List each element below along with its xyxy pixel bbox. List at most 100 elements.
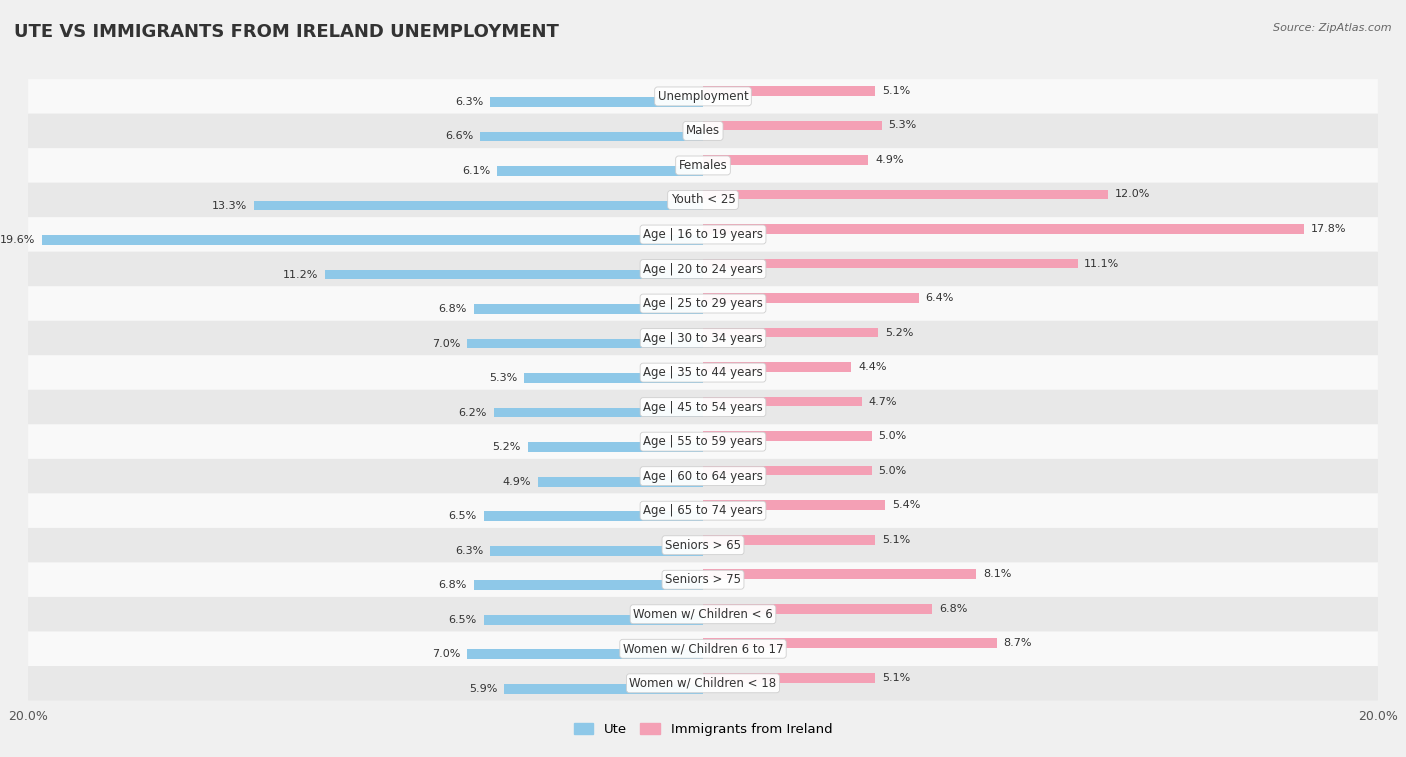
Text: Age | 20 to 24 years: Age | 20 to 24 years [643, 263, 763, 276]
Text: 6.6%: 6.6% [446, 132, 474, 142]
Text: 4.7%: 4.7% [869, 397, 897, 407]
Text: Age | 25 to 29 years: Age | 25 to 29 years [643, 297, 763, 310]
Bar [703, 500, 886, 510]
Text: Age | 55 to 59 years: Age | 55 to 59 years [643, 435, 763, 448]
Text: 5.1%: 5.1% [882, 86, 910, 96]
Text: 5.1%: 5.1% [882, 673, 910, 683]
Legend: Ute, Immigrants from Ireland: Ute, Immigrants from Ireland [568, 718, 838, 741]
Text: 6.5%: 6.5% [449, 615, 477, 625]
Text: 4.4%: 4.4% [858, 362, 887, 372]
Bar [474, 304, 703, 314]
Text: Unemployment: Unemployment [658, 90, 748, 103]
Text: 11.2%: 11.2% [283, 269, 318, 279]
Text: 13.3%: 13.3% [212, 201, 247, 210]
FancyBboxPatch shape [28, 631, 1378, 666]
Text: 6.8%: 6.8% [439, 581, 467, 590]
Bar [503, 684, 703, 693]
Bar [527, 442, 703, 452]
Text: Seniors > 65: Seniors > 65 [665, 539, 741, 552]
Text: 12.0%: 12.0% [1115, 189, 1150, 199]
Bar [474, 581, 703, 590]
FancyBboxPatch shape [28, 666, 1378, 700]
Bar [703, 120, 882, 130]
Bar [254, 201, 703, 210]
Bar [703, 638, 997, 648]
FancyBboxPatch shape [28, 79, 1378, 114]
Bar [467, 339, 703, 348]
Text: 4.9%: 4.9% [502, 477, 531, 487]
Bar [537, 477, 703, 487]
Text: 5.4%: 5.4% [891, 500, 921, 510]
Text: 6.4%: 6.4% [925, 293, 955, 303]
FancyBboxPatch shape [28, 528, 1378, 562]
Bar [42, 235, 703, 245]
Text: 6.1%: 6.1% [463, 166, 491, 176]
Text: 17.8%: 17.8% [1310, 224, 1346, 234]
Bar [498, 166, 703, 176]
Text: Age | 35 to 44 years: Age | 35 to 44 years [643, 366, 763, 379]
Text: 6.8%: 6.8% [439, 304, 467, 314]
Text: Age | 65 to 74 years: Age | 65 to 74 years [643, 504, 763, 517]
FancyBboxPatch shape [28, 217, 1378, 252]
Bar [524, 373, 703, 383]
Text: Age | 16 to 19 years: Age | 16 to 19 years [643, 228, 763, 241]
FancyBboxPatch shape [28, 182, 1378, 217]
Text: 5.9%: 5.9% [468, 684, 498, 694]
Text: Youth < 25: Youth < 25 [671, 194, 735, 207]
Bar [703, 189, 1108, 199]
Text: 7.0%: 7.0% [432, 650, 460, 659]
Bar [703, 535, 875, 544]
FancyBboxPatch shape [28, 321, 1378, 355]
Bar [484, 512, 703, 521]
Bar [703, 397, 862, 407]
FancyBboxPatch shape [28, 286, 1378, 321]
Text: 5.3%: 5.3% [889, 120, 917, 130]
Text: Age | 30 to 34 years: Age | 30 to 34 years [643, 332, 763, 344]
Bar [703, 259, 1077, 268]
Bar [484, 615, 703, 625]
Text: 6.8%: 6.8% [939, 604, 967, 614]
Text: 11.1%: 11.1% [1084, 258, 1119, 269]
FancyBboxPatch shape [28, 459, 1378, 494]
Text: 5.2%: 5.2% [492, 442, 520, 452]
Bar [703, 86, 875, 95]
FancyBboxPatch shape [28, 114, 1378, 148]
Bar [494, 408, 703, 417]
Text: Females: Females [679, 159, 727, 172]
Text: 8.7%: 8.7% [1004, 638, 1032, 648]
Bar [703, 604, 932, 614]
Bar [703, 466, 872, 475]
Text: 8.1%: 8.1% [983, 569, 1011, 579]
Bar [703, 293, 920, 303]
Text: 6.3%: 6.3% [456, 546, 484, 556]
FancyBboxPatch shape [28, 355, 1378, 390]
FancyBboxPatch shape [28, 597, 1378, 631]
Text: Seniors > 75: Seniors > 75 [665, 573, 741, 586]
FancyBboxPatch shape [28, 390, 1378, 425]
Text: 5.0%: 5.0% [879, 431, 907, 441]
Text: 7.0%: 7.0% [432, 338, 460, 348]
FancyBboxPatch shape [28, 148, 1378, 182]
Text: 4.9%: 4.9% [875, 155, 904, 165]
FancyBboxPatch shape [28, 562, 1378, 597]
Bar [703, 363, 852, 372]
FancyBboxPatch shape [28, 252, 1378, 286]
Text: 6.2%: 6.2% [458, 407, 486, 418]
Text: UTE VS IMMIGRANTS FROM IRELAND UNEMPLOYMENT: UTE VS IMMIGRANTS FROM IRELAND UNEMPLOYM… [14, 23, 560, 41]
FancyBboxPatch shape [28, 425, 1378, 459]
Text: 19.6%: 19.6% [0, 235, 35, 245]
Text: 6.5%: 6.5% [449, 511, 477, 522]
Bar [703, 155, 869, 165]
Text: 5.1%: 5.1% [882, 534, 910, 545]
Text: 6.3%: 6.3% [456, 97, 484, 107]
Text: Women w/ Children 6 to 17: Women w/ Children 6 to 17 [623, 642, 783, 656]
Bar [703, 431, 872, 441]
FancyBboxPatch shape [28, 494, 1378, 528]
Text: Age | 60 to 64 years: Age | 60 to 64 years [643, 469, 763, 483]
Bar [491, 546, 703, 556]
Text: 5.3%: 5.3% [489, 373, 517, 383]
Bar [703, 673, 875, 683]
Text: 5.0%: 5.0% [879, 466, 907, 475]
Bar [467, 650, 703, 659]
Text: Age | 45 to 54 years: Age | 45 to 54 years [643, 400, 763, 413]
